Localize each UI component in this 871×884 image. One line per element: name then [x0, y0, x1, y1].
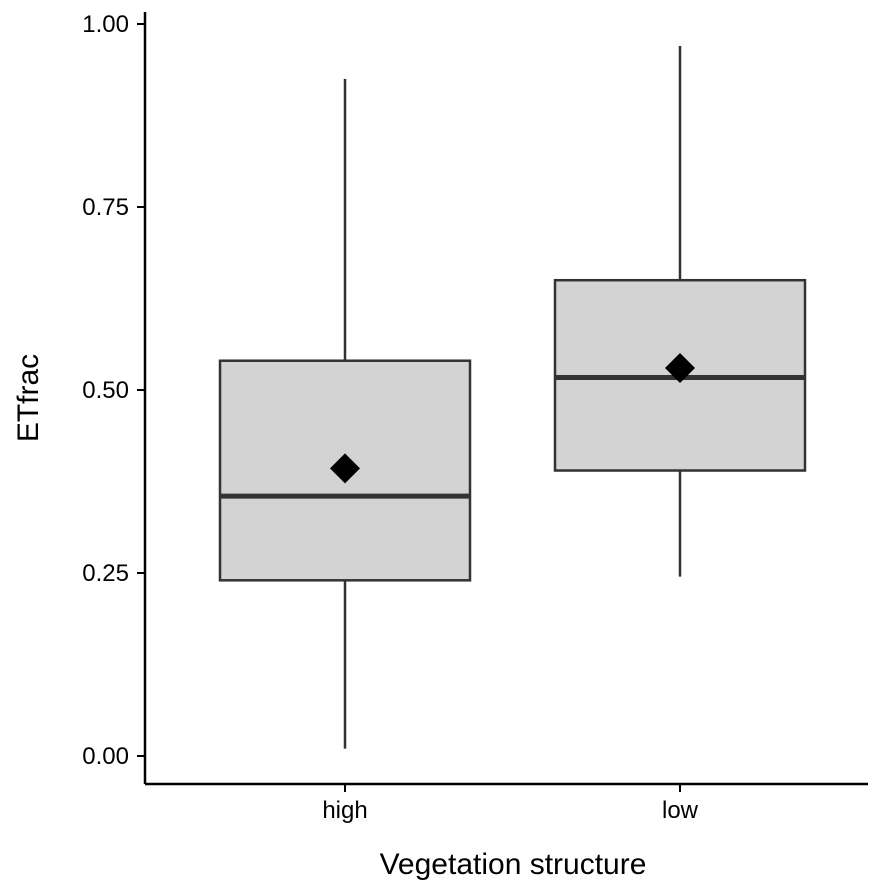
axes [143, 12, 868, 786]
x-tick-label: high [322, 797, 367, 824]
y-tick-label: 0.00 [82, 743, 129, 770]
plot-area [218, 45, 807, 749]
y-ticks: 0.00 0.25 0.50 0.75 1.00 [82, 11, 145, 770]
x-tick-label: low [662, 797, 699, 824]
box-low [553, 45, 807, 577]
x-axis-title: Vegetation structure [380, 848, 647, 881]
y-axis-title: ETfrac [12, 354, 45, 442]
mean-marker [330, 453, 360, 484]
y-tick-label: 1.00 [82, 11, 129, 38]
mean-marker [665, 353, 695, 384]
y-tick-label: 0.50 [82, 377, 129, 404]
box-high [218, 78, 472, 749]
x-ticks: high low [322, 784, 699, 824]
y-tick-label: 0.75 [82, 194, 129, 221]
y-tick-label: 0.25 [82, 560, 129, 587]
